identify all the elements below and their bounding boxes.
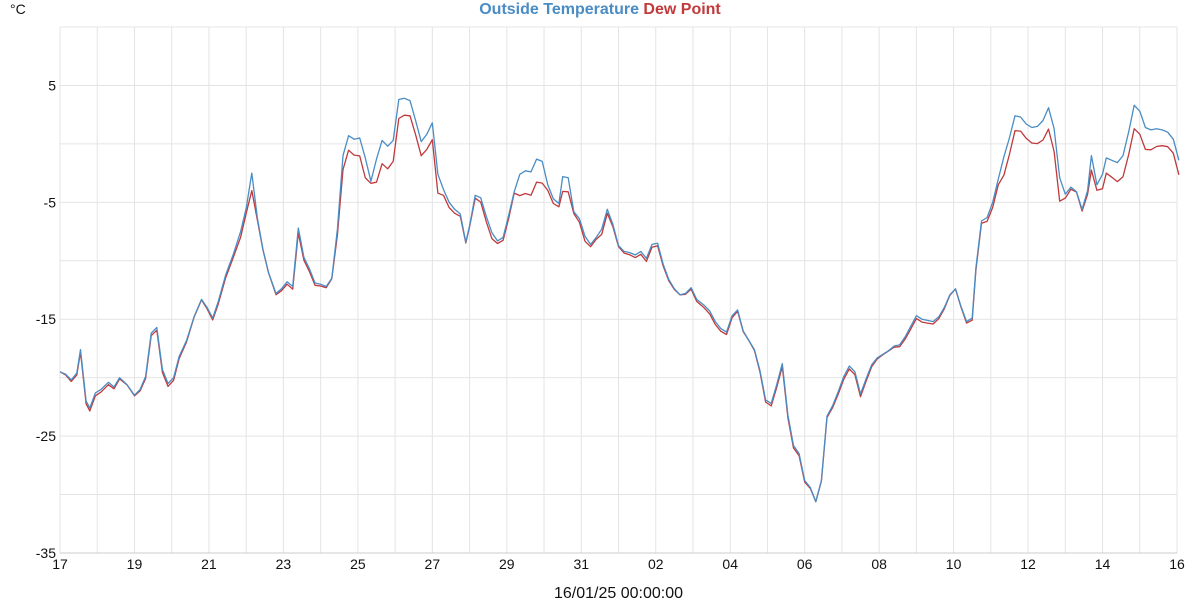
y-tick-label: 5: [48, 77, 56, 93]
y-tick-label: -15: [36, 311, 56, 327]
y-tick-label: -35: [36, 545, 56, 561]
x-axis-label: 16/01/25 00:00:00: [554, 585, 683, 600]
x-tick-label: 02: [648, 556, 664, 572]
x-tick-label: 17: [52, 556, 68, 572]
x-tick-label: 14: [1095, 556, 1111, 572]
x-tick-label: 23: [276, 556, 292, 572]
x-tick-label: 12: [1020, 556, 1036, 572]
y-tick-label: -5: [44, 194, 57, 210]
x-tick-label: 31: [573, 556, 589, 572]
y-tick-label: -25: [36, 428, 56, 444]
title-series-2: Dew Point: [643, 1, 721, 18]
series-line-dew-point: [59, 114, 1180, 503]
series-line-outside-temperature: [59, 97, 1180, 503]
x-tick-label: 10: [946, 556, 962, 572]
x-tick-label: 21: [201, 556, 217, 572]
chart-title: Outside Temperature Dew Point: [0, 0, 1200, 20]
x-tick-label: 06: [797, 556, 813, 572]
title-series-1: Outside Temperature: [479, 1, 639, 18]
x-tick-label: 04: [722, 556, 738, 572]
y-unit-label: °C: [10, 1, 26, 17]
x-tick-label: 19: [127, 556, 143, 572]
x-tick-label: 16: [1169, 556, 1185, 572]
x-tick-label: 27: [425, 556, 441, 572]
x-tick-label: 25: [350, 556, 366, 572]
x-tick-label: 29: [499, 556, 515, 572]
x-tick-label: 08: [871, 556, 887, 572]
